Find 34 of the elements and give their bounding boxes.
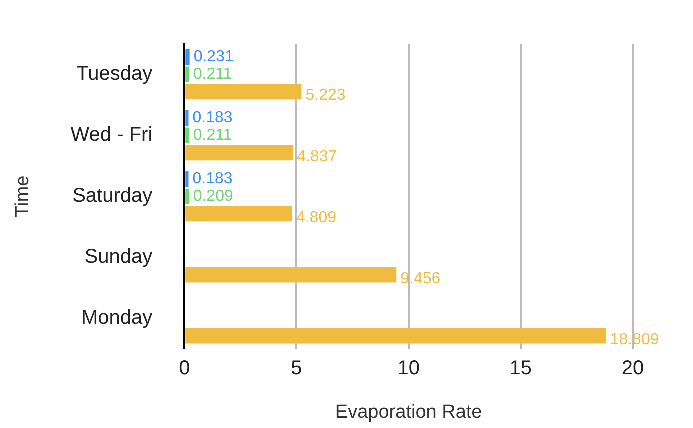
bar	[186, 110, 189, 126]
x-tick-label: 15	[510, 358, 532, 380]
y-tick-label: Monday	[82, 307, 153, 330]
x-tick-label: 5	[291, 358, 302, 380]
x-tick-label: 10	[398, 358, 420, 380]
bar	[186, 206, 292, 222]
x-tick-label: 0	[179, 358, 190, 380]
bar	[186, 66, 190, 82]
data-label: 4.809	[296, 209, 337, 226]
y-axis-title: Time	[12, 176, 34, 218]
data-label: 0.183	[192, 170, 233, 188]
bar	[186, 145, 294, 161]
data-label: 0.211	[193, 66, 232, 83]
bar	[186, 267, 397, 283]
data-label: 18.809	[610, 331, 660, 348]
bar	[186, 49, 190, 66]
x-axis-title: Evaporation Rate	[335, 402, 482, 423]
bar	[186, 172, 189, 188]
bar	[186, 188, 190, 204]
data-label: 0.209	[193, 188, 234, 206]
bar	[186, 128, 190, 144]
data-label: 4.837	[297, 148, 338, 166]
y-tick-label: Sunday	[84, 246, 153, 268]
data-label: 0.183	[192, 110, 233, 127]
y-tick-label: Saturday	[72, 185, 153, 208]
y-tick-label: Tuesday	[76, 63, 153, 86]
data-label: 0.211	[193, 126, 232, 144]
x-tick-label: 20	[622, 358, 644, 380]
bar	[186, 84, 302, 100]
data-label: 0.231	[194, 48, 234, 66]
data-label: 9.456	[400, 270, 441, 288]
data-label: 5.223	[306, 87, 346, 104]
y-tick-label: Wed - Fri	[70, 124, 153, 146]
bar	[186, 328, 606, 344]
